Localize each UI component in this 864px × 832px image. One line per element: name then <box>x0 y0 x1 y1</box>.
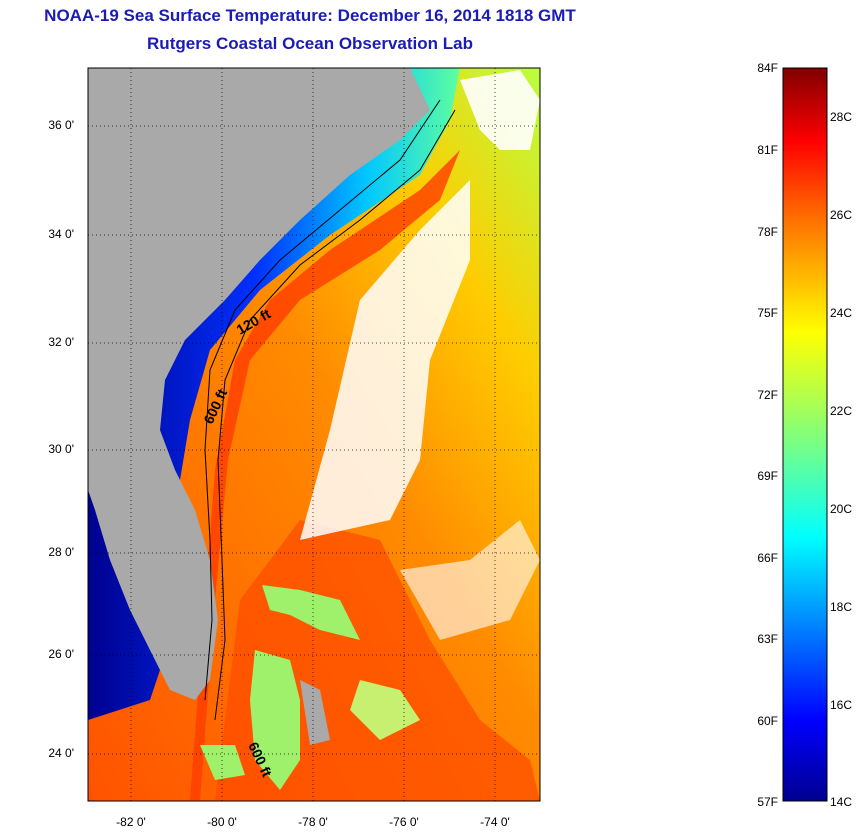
colorbar-c-14: 14C <box>830 795 853 809</box>
colorbar-c-16: 16C <box>830 698 853 712</box>
map-title: NOAA-19 Sea Surface Temperature: Decembe… <box>44 6 576 25</box>
colorbar-f-57: 57F <box>757 795 778 809</box>
colorbar-f-75: 75F <box>757 306 778 320</box>
cloud-cover-north <box>460 70 540 150</box>
colorbar-f-66: 66F <box>757 551 778 565</box>
lon-label-82: -82 0' <box>116 815 146 829</box>
lat-label-30: 30 0' <box>48 442 74 456</box>
colorbar-c-22: 22C <box>830 404 853 418</box>
lon-label-76: -76 0' <box>389 815 419 829</box>
bahamas-bank-east <box>350 680 420 740</box>
lon-label-78: -78 0' <box>298 815 328 829</box>
lat-label-24: 24 0' <box>48 746 74 760</box>
lat-label-26: 26 0' <box>48 647 74 661</box>
bahamas-bank-cay <box>200 745 245 780</box>
lon-label-80: -80 0' <box>207 815 237 829</box>
colorbar-f-69: 69F <box>757 469 778 483</box>
colorbar-f-63: 63F <box>757 632 778 646</box>
lon-label-74: -74 0' <box>480 815 510 829</box>
colorbar-c-28: 28C <box>830 110 853 124</box>
cloud-cover <box>300 180 470 540</box>
lat-label-28: 28 0' <box>48 545 74 559</box>
island-andros <box>300 680 330 745</box>
colorbar-f-84: 84F <box>757 61 778 75</box>
map-subtitle: Rutgers Coastal Ocean Observation Lab <box>147 34 473 53</box>
bahamas-bank-north <box>262 585 360 640</box>
map-frame <box>87 67 541 802</box>
colorbar-f-78: 78F <box>757 225 778 239</box>
bahamas-bank-great <box>250 650 300 790</box>
map-imagery <box>88 68 540 801</box>
lat-label-34: 34 0' <box>48 227 74 241</box>
lat-label-36: 36 0' <box>48 118 74 132</box>
land-us-coast <box>88 68 430 700</box>
lat-label-32: 32 0' <box>48 335 74 349</box>
colorbar-f-72: 72F <box>757 388 778 402</box>
colorbar-f-81: 81F <box>757 143 778 157</box>
colorbar-c-26: 26C <box>830 208 853 222</box>
colorbar <box>782 67 828 802</box>
colorbar-c-18: 18C <box>830 600 853 614</box>
colorbar-f-60: 60F <box>757 714 778 728</box>
colorbar-c-24: 24C <box>830 306 853 320</box>
colorbar-c-20: 20C <box>830 502 853 516</box>
gulf-stream <box>190 150 460 800</box>
cloud-cover-east <box>400 520 540 640</box>
contour-600ft <box>214 109 456 721</box>
